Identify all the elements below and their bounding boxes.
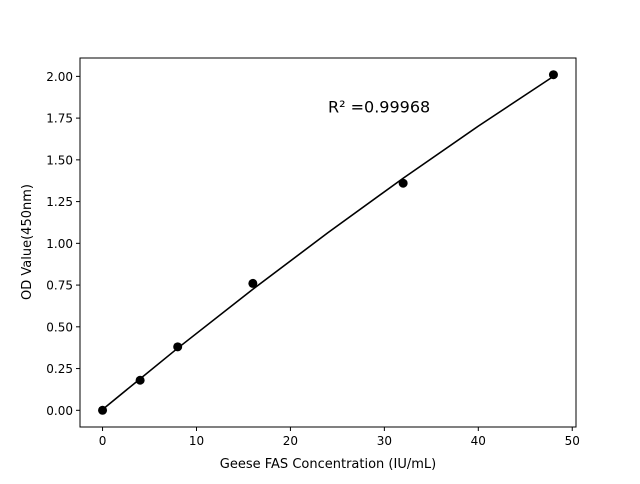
data-point: [398, 178, 408, 188]
data-point: [98, 405, 108, 415]
y-tick-label: 0.25: [46, 362, 73, 376]
x-tick-label: 50: [565, 434, 580, 448]
y-tick-label: 1.25: [46, 195, 73, 209]
fit-curve: [102, 75, 554, 411]
y-tick-label: 1.75: [46, 112, 73, 126]
y-tick-label: 1.50: [46, 153, 73, 167]
x-tick-label: 40: [471, 434, 486, 448]
data-point: [248, 278, 258, 288]
y-tick-label: 1.00: [46, 237, 73, 251]
data-point: [173, 342, 183, 352]
data-point: [135, 375, 145, 385]
y-axis-label: OD Value(450nm): [20, 184, 35, 300]
x-tick-label: 10: [189, 434, 204, 448]
y-tick-label: 0.00: [46, 404, 73, 418]
x-tick-label: 0: [99, 434, 107, 448]
r-squared-annotation: R² =0.99968: [328, 97, 430, 116]
x-tick-label: 20: [283, 434, 298, 448]
y-tick-label: 0.50: [46, 320, 73, 334]
plot-frame: [79, 57, 577, 428]
y-tick-label: 2.00: [46, 70, 73, 84]
y-tick-label: 0.75: [46, 279, 73, 293]
x-tick-label: 30: [377, 434, 392, 448]
x-axis-label: Geese FAS Concentration (IU/mL): [220, 457, 436, 472]
data-point: [548, 70, 558, 80]
